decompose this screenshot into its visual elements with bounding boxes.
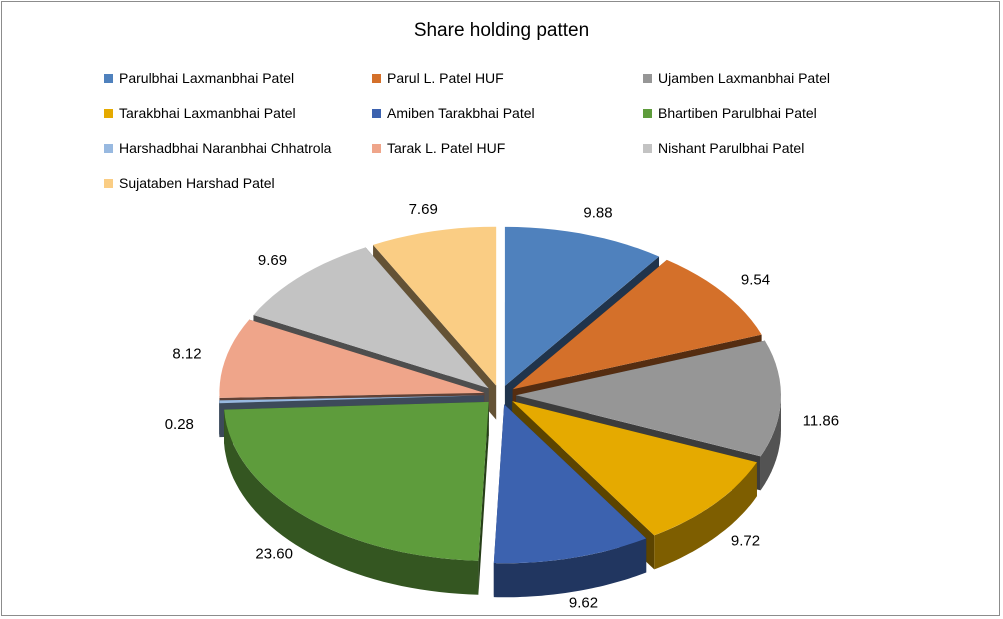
legend-swatch [643,108,652,118]
slice-tops [219,226,781,564]
legend-item: Sujataben Harshad Patel [104,175,275,191]
slice-outer-wall [760,395,781,491]
legend-swatch [372,108,381,118]
data-label: 8.12 [172,345,201,362]
slice-outer-wall [654,462,757,570]
data-label: 9.72 [731,533,760,550]
legend-item: Tarakbhai Laxmanbhai Patel [104,105,296,121]
legend-swatch [104,108,113,118]
legend-label: Nishant Parulbhai Patel [658,140,805,156]
chart-title: Share holding patten [413,20,590,41]
pie-slice [512,259,762,390]
data-label: 11.86 [803,413,839,430]
legend-swatch [643,73,652,83]
legend-item: Parul L. Patel HUF [372,70,504,86]
pie-slice [493,404,647,564]
legend-label: Parul L. Patel HUF [387,70,504,86]
legend-label: Tarak L. Patel HUF [387,140,506,156]
data-label: 7.69 [409,201,438,218]
legend-item: Parulbhai Laxmanbhai Patel [104,70,294,86]
pie-slice [504,226,659,386]
pie-slice [219,395,485,404]
data-label: 9.62 [569,594,598,611]
legend-label: Ujamben Laxmanbhai Patel [658,70,830,86]
legend-label: Harshadbhai Naranbhai Chhatrola [119,140,332,156]
legend-item: Bhartiben Parulbhai Patel [643,105,817,121]
legend-swatch [372,143,381,153]
slice-wall [478,401,489,595]
data-labels: 9.88 9.54 11.86 9.72 9.62 23.60 0.28 8.12 9.69 7.… [165,201,839,611]
pie-slice [224,401,489,561]
data-label: 23.60 [255,545,293,562]
legend-item: Harshadbhai Naranbhai Chhatrola [104,140,331,156]
legend-swatch [372,73,381,83]
legend-label: Amiben Tarakbhai Patel [387,105,535,121]
legend-item: Tarak L. Patel HUF [372,140,505,156]
slice-outer-wall [493,538,647,598]
legend-swatch [643,143,652,153]
data-label: 9.54 [741,271,770,288]
legend-label: Parulbhai Laxmanbhai Patel [119,70,295,86]
pie-slice [515,340,781,457]
legend-label: Sujataben Harshad Patel [119,175,275,191]
legend-item: Ujamben Laxmanbhai Patel [643,70,830,86]
legend-swatch [104,143,113,153]
data-label: 9.88 [583,205,612,222]
legend-label: Tarakbhai Laxmanbhai Patel [119,105,296,121]
legend-label: Bhartiben Parulbhai Patel [658,105,817,121]
data-label: 9.69 [258,252,287,269]
pie-slice [512,401,757,536]
pie-slice [219,319,485,398]
legend-swatch [104,73,113,83]
pie-slice [253,247,489,389]
legend-swatch [104,178,113,188]
data-label: 0.28 [165,416,194,433]
pie-slice [373,226,497,386]
slice-outer-wall [224,409,479,595]
legend-item: Amiben Tarakbhai Patel [372,105,535,121]
legend-item: Nishant Parulbhai Patel [643,140,804,156]
